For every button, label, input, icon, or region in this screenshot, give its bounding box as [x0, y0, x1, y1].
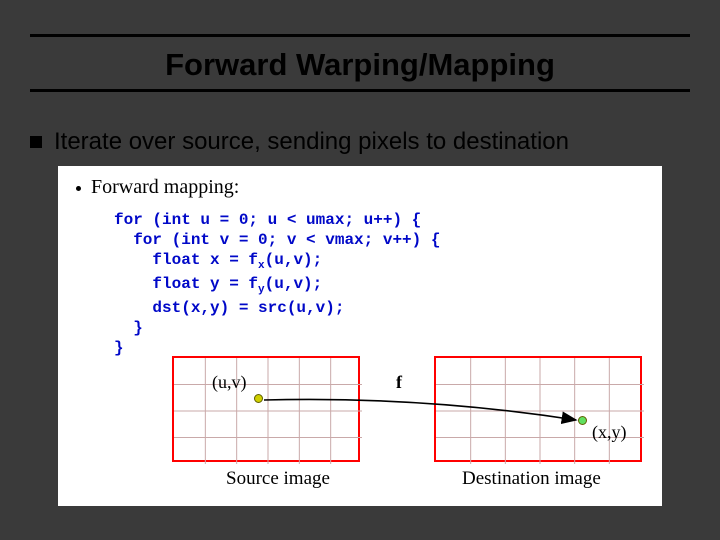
label-source: Source image	[226, 468, 330, 490]
destination-point-icon	[578, 416, 587, 425]
diagram: (u,v) (x,y) f Source image Destination i…	[172, 356, 642, 496]
figure-panel: Forward mapping: for (int u = 0; u < uma…	[58, 166, 662, 506]
code-line: dst(x,y) = src(u,v);	[114, 299, 344, 317]
source-point-icon	[254, 394, 263, 403]
label-uv: (u,v)	[212, 372, 247, 393]
code-line: }	[114, 319, 143, 337]
bullet-marker-icon	[30, 136, 42, 148]
slide-title: Forward Warping/Mapping	[30, 47, 690, 83]
source-grid	[172, 356, 360, 462]
figure-heading: Forward mapping:	[76, 176, 239, 199]
code-block: for (int u = 0; u < umax; u++) { for (in…	[114, 210, 440, 358]
title-block: Forward Warping/Mapping	[30, 34, 690, 92]
bullet-dot-icon	[76, 186, 81, 191]
label-f: f	[396, 372, 402, 393]
figure-heading-text: Forward mapping:	[91, 176, 239, 198]
code-line: }	[114, 339, 124, 357]
bullet-row: Iterate over source, sending pixels to d…	[30, 128, 690, 156]
label-destination: Destination image	[462, 468, 601, 490]
destination-grid	[434, 356, 642, 462]
code-line: for (int v = 0; v < vmax; v++) {	[114, 231, 440, 249]
destination-grid-lines	[436, 358, 644, 464]
bullet-text: Iterate over source, sending pixels to d…	[54, 128, 569, 156]
code-line: for (int u = 0; u < umax; u++) {	[114, 211, 421, 229]
code-line: float x = fx(u,v);	[114, 251, 322, 269]
source-grid-lines	[174, 358, 362, 464]
slide: Forward Warping/Mapping Iterate over sou…	[0, 0, 720, 540]
code-line: float y = fy(u,v);	[114, 275, 322, 293]
label-xy: (x,y)	[592, 422, 627, 443]
